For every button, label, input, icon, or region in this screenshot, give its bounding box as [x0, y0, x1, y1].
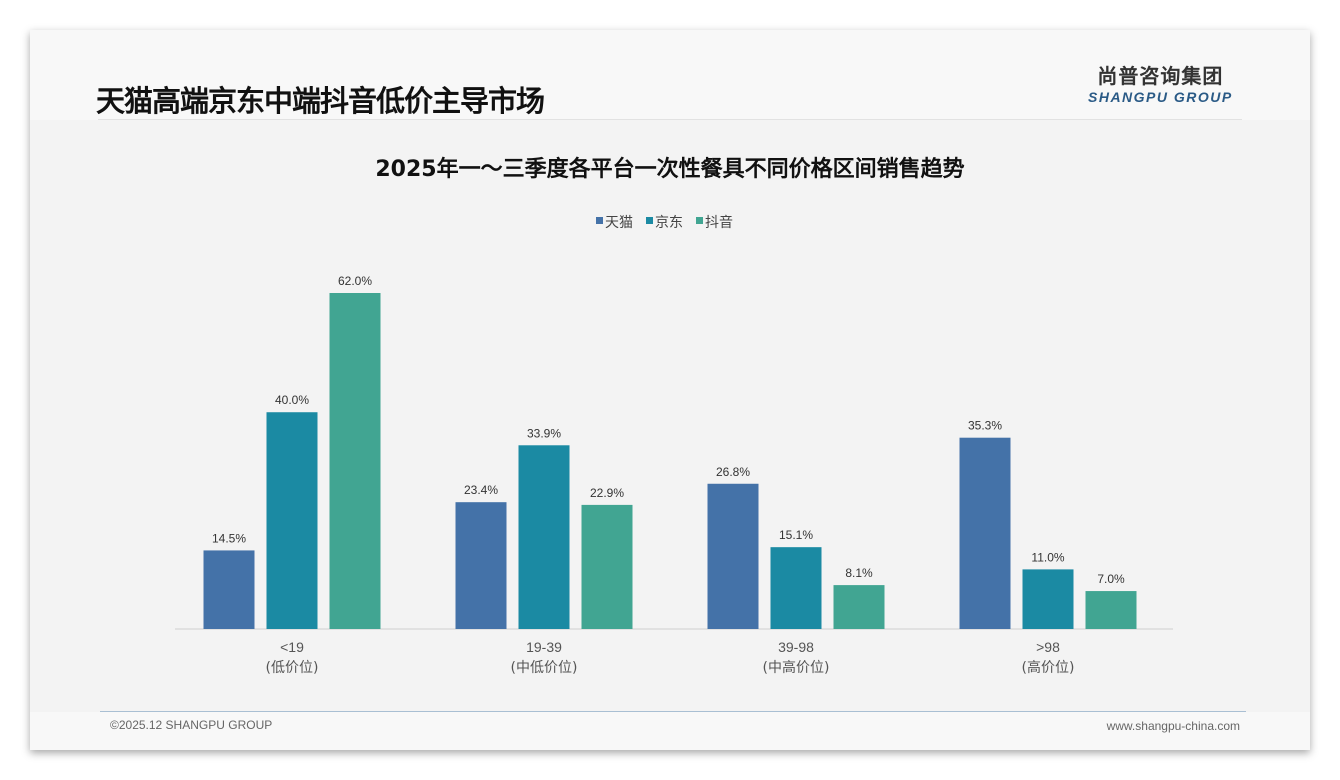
logo-en: SHANGPU GROUP: [1088, 89, 1233, 105]
data-label: 33.9%: [527, 426, 561, 440]
legend-label: 抖音: [705, 214, 733, 231]
bar: [770, 547, 822, 629]
x-tick-label: <19: [280, 639, 304, 655]
bar: [581, 504, 633, 629]
legend: 天猫 京东 抖音: [596, 214, 733, 231]
bar: [518, 445, 570, 629]
footer: [30, 712, 1310, 750]
bar: [959, 437, 1011, 629]
data-label: 22.9%: [590, 486, 624, 500]
bar: [833, 585, 885, 629]
data-label: 40.0%: [275, 393, 309, 407]
data-label: 35.3%: [968, 419, 1002, 433]
legend-swatch: [646, 217, 653, 224]
x-tick-sublabel: (中低价位): [511, 660, 578, 676]
chart-title: 2025年一～三季度各平台一次性餐具不同价格区间销售趋势: [375, 156, 964, 182]
data-label: 62.0%: [338, 274, 372, 288]
header-divider: [98, 119, 1242, 120]
x-tick-label: 39-98: [778, 639, 814, 655]
x-tick-label: 19-39: [526, 639, 562, 655]
bar: [266, 412, 318, 629]
data-label: 26.8%: [716, 465, 750, 479]
data-label: 11.0%: [1031, 550, 1064, 564]
x-tick-label: >98: [1036, 639, 1060, 655]
copyright: ©2025.12 SHANGPU GROUP: [110, 718, 273, 732]
bars: 14.5% 40.0% 62.0% <19 (低价位) 23.4% 33.9% 22.9% 19…: [203, 274, 1137, 676]
data-label: 15.1%: [779, 528, 813, 542]
header: [30, 30, 1310, 120]
footer-divider: [100, 711, 1246, 712]
page-title: 天猫高端京东中端抖音低价主导市场: [96, 84, 545, 118]
logo-cn: 尚普咨询集团: [1097, 64, 1224, 88]
x-tick-sublabel: (高价位): [1022, 659, 1075, 676]
legend-label: 天猫: [605, 215, 633, 231]
logo: 尚普咨询集团 SHANGPU GROUP: [1088, 64, 1233, 106]
data-label: 8.1%: [845, 566, 873, 580]
bar: [707, 483, 759, 629]
bar: [1022, 569, 1074, 629]
data-label: 14.5%: [212, 531, 246, 545]
website-link[interactable]: www.shangpu-china.com: [1106, 719, 1240, 733]
bar: [329, 293, 381, 629]
bar: [455, 502, 507, 629]
x-tick-sublabel: (中高价位): [763, 659, 830, 676]
bar: [203, 550, 255, 629]
legend-label: 京东: [655, 215, 683, 231]
x-tick-sublabel: (低价位): [266, 660, 319, 676]
legend-swatch: [596, 217, 603, 224]
bar: [1085, 591, 1137, 629]
data-label: 7.0%: [1097, 572, 1125, 586]
legend-swatch: [696, 217, 703, 224]
data-label: 23.4%: [464, 483, 498, 497]
